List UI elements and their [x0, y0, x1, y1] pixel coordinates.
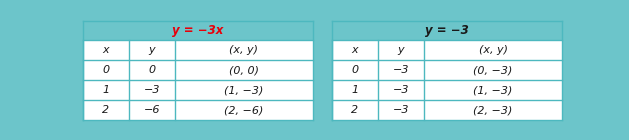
Bar — [82, 60, 129, 80]
Bar — [331, 60, 378, 80]
Text: −3: −3 — [392, 105, 409, 115]
Text: −3: −3 — [143, 85, 160, 95]
Bar — [331, 40, 378, 60]
Text: y: y — [398, 46, 404, 55]
Bar — [424, 100, 562, 120]
Bar — [175, 80, 313, 100]
Bar — [378, 100, 424, 120]
Text: x: x — [352, 46, 358, 55]
Text: x: x — [103, 46, 109, 55]
Text: 2: 2 — [102, 105, 109, 115]
Text: (2, −6): (2, −6) — [225, 105, 264, 115]
Bar — [129, 60, 175, 80]
Bar — [129, 80, 175, 100]
Text: −3: −3 — [392, 85, 409, 95]
Text: y: y — [148, 46, 155, 55]
Bar — [378, 40, 424, 60]
Text: 2: 2 — [351, 105, 359, 115]
Bar — [424, 60, 562, 80]
Bar — [129, 100, 175, 120]
Bar — [175, 40, 313, 60]
Bar — [378, 60, 424, 80]
Text: (x, y): (x, y) — [479, 46, 508, 55]
Bar — [424, 40, 562, 60]
Text: y = −3x: y = −3x — [172, 24, 223, 37]
Bar — [331, 21, 562, 40]
Bar — [424, 80, 562, 100]
Text: 1: 1 — [351, 85, 359, 95]
Bar — [82, 40, 129, 60]
Text: (0, 0): (0, 0) — [229, 65, 259, 75]
Text: 0: 0 — [351, 65, 359, 75]
Text: 0: 0 — [102, 65, 109, 75]
Text: y = −3: y = −3 — [425, 24, 469, 37]
Bar — [175, 60, 313, 80]
Bar — [331, 80, 378, 100]
Text: 1: 1 — [102, 85, 109, 95]
Bar — [129, 40, 175, 60]
Text: −3: −3 — [392, 65, 409, 75]
Text: (1, −3): (1, −3) — [474, 85, 513, 95]
Bar — [175, 100, 313, 120]
Bar — [82, 21, 313, 40]
Bar — [82, 100, 129, 120]
Text: 0: 0 — [148, 65, 155, 75]
Text: (0, −3): (0, −3) — [474, 65, 513, 75]
Bar — [331, 100, 378, 120]
Text: (1, −3): (1, −3) — [225, 85, 264, 95]
Bar — [378, 80, 424, 100]
Text: (2, −3): (2, −3) — [474, 105, 513, 115]
Bar — [82, 80, 129, 100]
Text: −6: −6 — [143, 105, 160, 115]
Text: (x, y): (x, y) — [230, 46, 259, 55]
